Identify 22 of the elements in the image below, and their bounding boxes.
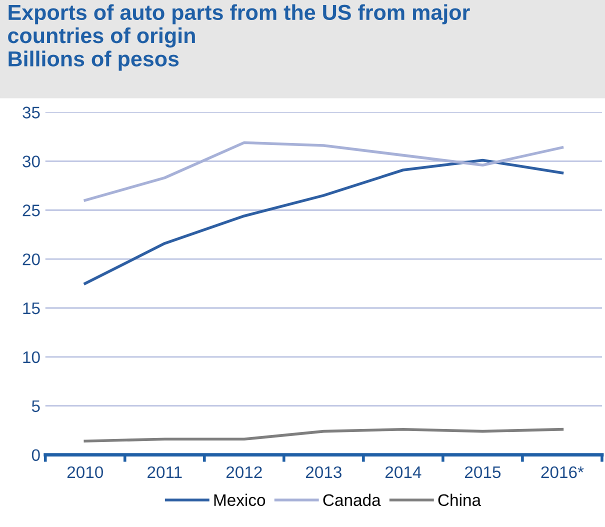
x-tick-label: 2011: [148, 466, 182, 478]
line-series: [84, 158, 564, 285]
x-tick-label: 2010: [67, 466, 104, 478]
chart-title: Exports of auto parts from the US from major countries of origin Billions of pesos: [8, 4, 470, 71]
y-tick-label: 10: [23, 351, 40, 364]
legend-label: Canada: [323, 494, 381, 506]
x-tick-label: 2014: [385, 466, 422, 478]
y-tick-label: 5: [32, 400, 40, 412]
y-tick-label: 15: [23, 302, 40, 314]
legend-label: Mexico: [214, 494, 266, 506]
y-tick-label: 20: [22, 253, 40, 266]
x-tick-label: 2016*: [541, 466, 584, 478]
y-tick-label: 30: [22, 156, 40, 168]
x-tick-label: 2012: [226, 466, 262, 478]
line-series: [84, 141, 564, 202]
x-tick-label: 2013: [306, 466, 342, 478]
y-tick-label: 0: [32, 449, 40, 462]
y-tick-label: 35: [22, 106, 40, 118]
line-series: [84, 428, 564, 442]
y-tick-label: 25: [22, 204, 40, 216]
x-tick-label: 2015: [465, 466, 501, 478]
legend-label: China: [438, 494, 482, 506]
